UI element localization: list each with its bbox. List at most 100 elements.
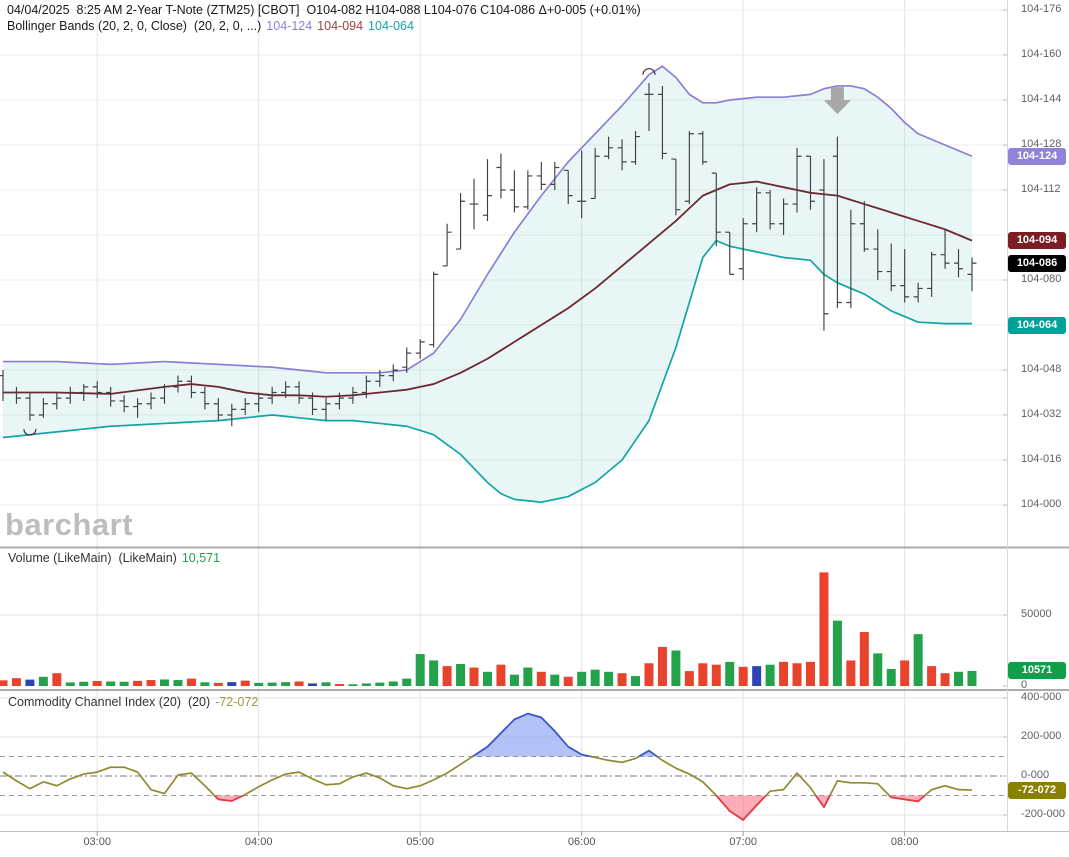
cci-value: -72-072 xyxy=(215,695,259,709)
price-badge: 104-094 xyxy=(1008,232,1066,250)
volume-bar xyxy=(79,681,89,686)
volume-bar xyxy=(92,681,102,686)
cci-label: Commodity Channel Index (20) (20) xyxy=(8,695,211,709)
volume-bar xyxy=(402,678,412,686)
price-tick-label: 104-128 xyxy=(1021,138,1062,150)
price-badge: 10571 xyxy=(1008,662,1066,680)
cci-line xyxy=(2,712,973,821)
volume-bar xyxy=(308,683,318,686)
bollinger-upper-value: 104-124 xyxy=(266,19,313,33)
price-badge: 104-086 xyxy=(1008,254,1066,272)
volume-bar xyxy=(0,680,8,686)
cci-zone-fill xyxy=(3,795,972,820)
cci-tick-label: 200-000 xyxy=(1021,730,1062,742)
swing-high-arc-marker xyxy=(642,68,656,75)
volume-bar xyxy=(954,671,964,686)
volume-bar xyxy=(509,674,519,686)
volume-bar xyxy=(940,673,950,686)
bollinger-band-fill xyxy=(3,66,972,503)
bollinger-lower-value: 104-064 xyxy=(368,19,414,33)
time-tick-label: 06:00 xyxy=(567,836,596,848)
price-tick-label: 104-048 xyxy=(1021,363,1062,375)
time-tick-label: 03:00 xyxy=(83,836,111,848)
volume-bar xyxy=(779,661,789,686)
volume-bar xyxy=(738,666,748,686)
volume-bar xyxy=(294,681,304,686)
volume-bar xyxy=(240,680,250,686)
price-tick-label: 104-176 xyxy=(1021,3,1062,15)
volume-bar xyxy=(617,673,627,686)
volume-bar xyxy=(563,676,573,686)
volume-bar xyxy=(52,673,62,686)
volume-bar xyxy=(415,654,425,686)
volume-bar xyxy=(186,678,196,686)
price-badge: 104-064 xyxy=(1008,316,1066,334)
volume-bar xyxy=(792,663,802,686)
volume-bar xyxy=(698,663,708,686)
volume-bar xyxy=(631,676,641,686)
volume-panel-title: Volume (LikeMain) (LikeMain) 10,571 xyxy=(8,551,220,565)
price-badge: 104-124 xyxy=(1008,147,1066,165)
volume-bar xyxy=(765,664,775,686)
bollinger-lower-band-line xyxy=(2,239,972,504)
volume-bar xyxy=(873,653,883,686)
volume-bar xyxy=(429,660,439,686)
volume-bar xyxy=(711,664,721,686)
volume-bar xyxy=(281,682,291,686)
volume-bar xyxy=(334,684,344,686)
volume-bar xyxy=(725,661,735,686)
volume-bar xyxy=(684,671,694,686)
volume-bar xyxy=(536,671,546,686)
volume-bar xyxy=(375,682,385,686)
down-arrow-annotation xyxy=(823,87,851,115)
volume-bar xyxy=(200,682,210,686)
price-tick-label: 104-160 xyxy=(1021,48,1062,60)
volume-bar xyxy=(388,681,398,686)
time-tick-label: 05:00 xyxy=(406,836,434,848)
volume-bar xyxy=(927,666,937,686)
time-tick-label: 07:00 xyxy=(729,836,757,848)
price-tick-label: 104-000 xyxy=(1021,498,1062,510)
volume-bar xyxy=(38,676,48,686)
bollinger-mid-value: 104-094 xyxy=(317,19,364,33)
swing-low-arc-marker xyxy=(23,428,37,436)
time-tick-label: 08:00 xyxy=(890,836,919,848)
volume-bar xyxy=(348,684,358,686)
volume-bar xyxy=(752,666,762,686)
price-tick-label: 104-032 xyxy=(1021,408,1062,420)
bollinger-label: Bollinger Bands (20, 2, 0, Close) (20, 2… xyxy=(7,19,262,33)
price-tick-label: 104-080 xyxy=(1021,273,1062,285)
volume-bar xyxy=(805,661,815,686)
volume-bar xyxy=(25,679,35,686)
volume-bar xyxy=(159,679,169,686)
volume-bar xyxy=(496,664,506,686)
volume-bar xyxy=(523,667,533,686)
volume-tick-label: 0 xyxy=(1021,679,1028,691)
panel-divider[interactable] xyxy=(0,689,1069,691)
price-tick-label: 104-112 xyxy=(1021,183,1061,195)
volume-bar xyxy=(967,670,977,686)
volume-bar xyxy=(900,660,910,686)
volume-bar xyxy=(657,646,667,686)
volume-bar xyxy=(604,671,614,686)
cci-tick-label: 0-000 xyxy=(1021,769,1050,781)
price-tick-label: 104-144 xyxy=(1021,93,1062,105)
volume-bar xyxy=(361,683,371,686)
volume-bar xyxy=(11,678,21,686)
volume-bar xyxy=(321,682,331,686)
volume-tick-label: 50000 xyxy=(1021,608,1052,620)
volume-bar xyxy=(267,682,277,686)
volume-bar xyxy=(146,680,156,686)
volume-bar xyxy=(550,674,560,686)
panel-divider[interactable] xyxy=(0,546,1069,549)
volume-value: 10,571 xyxy=(181,551,221,565)
volume-bar xyxy=(859,632,869,686)
price-tick-label: 104-016 xyxy=(1021,453,1062,465)
cci-zone-line xyxy=(470,712,659,757)
volume-bar xyxy=(119,681,129,686)
indicator-title: Bollinger Bands (20, 2, 0, Close) (20, 2… xyxy=(7,19,414,33)
volume-bar xyxy=(577,671,587,686)
volume-bar xyxy=(819,572,829,686)
volume-bar xyxy=(846,660,856,686)
